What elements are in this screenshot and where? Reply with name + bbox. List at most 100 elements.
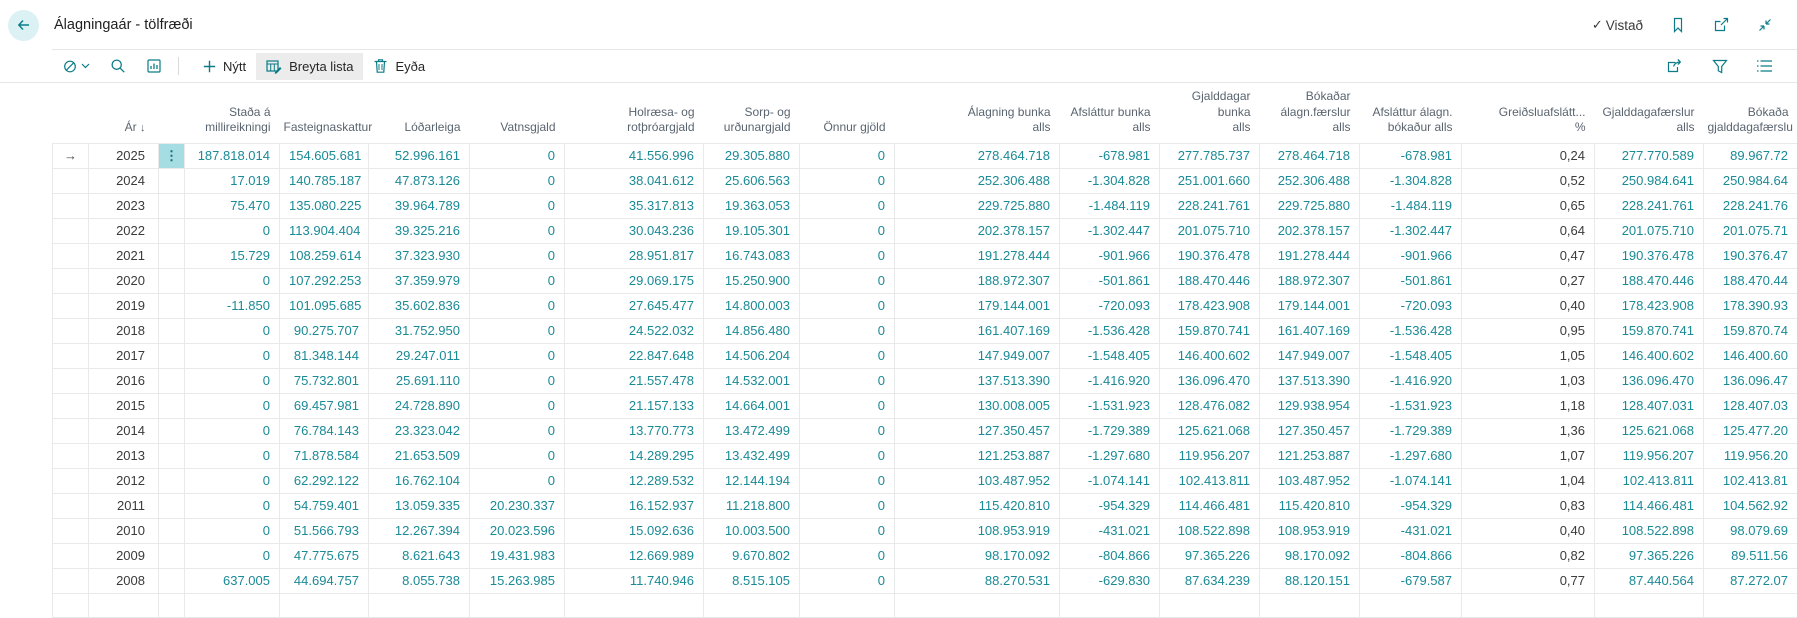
- table-cell[interactable]: 12.669.989: [565, 543, 704, 568]
- column-header-year[interactable]: Ár ↓: [89, 83, 159, 143]
- table-cell[interactable]: 37.359.979: [369, 268, 470, 293]
- column-header[interactable]: Bókaðar álagn.færslur alls: [1260, 83, 1360, 143]
- table-cell[interactable]: 52.996.161: [369, 143, 470, 168]
- table-cell[interactable]: 97.365.226: [1160, 543, 1260, 568]
- year-cell[interactable]: 2015: [89, 393, 159, 418]
- table-cell[interactable]: 136.096.470: [1595, 368, 1704, 393]
- table-cell[interactable]: 0: [470, 393, 565, 418]
- table-cell[interactable]: 98.170.092: [895, 543, 1060, 568]
- table-cell[interactable]: 201.075.71: [1704, 218, 1797, 243]
- table-cell[interactable]: 0: [800, 218, 895, 243]
- table-cell[interactable]: 201.075.710: [1595, 218, 1704, 243]
- table-cell[interactable]: 13.059.335: [369, 493, 470, 518]
- table-cell[interactable]: 114.466.481: [1160, 493, 1260, 518]
- table-cell[interactable]: 87.634.239: [1160, 568, 1260, 593]
- table-cell[interactable]: 187.818.014: [185, 143, 280, 168]
- year-cell[interactable]: 2023: [89, 193, 159, 218]
- table-cell[interactable]: -431.021: [1360, 518, 1462, 543]
- table-cell[interactable]: 0: [185, 418, 280, 443]
- table-cell[interactable]: 24.728.890: [369, 393, 470, 418]
- table-cell[interactable]: 159.870.74: [1704, 318, 1797, 343]
- table-cell[interactable]: 277.785.737: [1160, 143, 1260, 168]
- year-cell[interactable]: 2021: [89, 243, 159, 268]
- filter-icon[interactable]: [1712, 59, 1728, 74]
- table-cell[interactable]: -1.531.923: [1060, 393, 1160, 418]
- table-cell[interactable]: 38.041.612: [565, 168, 704, 193]
- table-cell[interactable]: 0: [800, 568, 895, 593]
- table-cell[interactable]: 0: [470, 418, 565, 443]
- table-cell[interactable]: 0: [185, 518, 280, 543]
- table-cell[interactable]: 19.431.983: [470, 543, 565, 568]
- table-cell[interactable]: -431.021: [1060, 518, 1160, 543]
- table-cell[interactable]: 0: [470, 168, 565, 193]
- table-cell[interactable]: 13.472.499: [704, 418, 800, 443]
- table-cell[interactable]: 0: [185, 318, 280, 343]
- table-cell[interactable]: -720.093: [1060, 293, 1160, 318]
- table-cell[interactable]: 107.292.253: [280, 268, 369, 293]
- bookmark-icon[interactable]: [1670, 17, 1686, 33]
- table-cell[interactable]: 102.413.81: [1704, 468, 1797, 493]
- table-cell[interactable]: 89.967.72: [1704, 143, 1797, 168]
- table-cell[interactable]: 20.023.596: [470, 518, 565, 543]
- table-cell[interactable]: 178.390.93: [1704, 293, 1797, 318]
- table-cell[interactable]: 76.784.143: [280, 418, 369, 443]
- table-cell[interactable]: -1.729.389: [1060, 418, 1160, 443]
- table-cell[interactable]: 14.506.204: [704, 343, 800, 368]
- table-cell[interactable]: 159.870.741: [1160, 318, 1260, 343]
- table-cell[interactable]: 115.420.810: [895, 493, 1060, 518]
- table-cell[interactable]: 137.513.390: [895, 368, 1060, 393]
- new-button[interactable]: Nýtt: [193, 53, 256, 80]
- table-cell[interactable]: 28.951.817: [565, 243, 704, 268]
- table-cell[interactable]: 0: [185, 218, 280, 243]
- table-cell[interactable]: 15.250.900: [704, 268, 800, 293]
- table-cell[interactable]: 44.694.757: [280, 568, 369, 593]
- table-cell[interactable]: 127.350.457: [895, 418, 1060, 443]
- table-cell[interactable]: 29.305.880: [704, 143, 800, 168]
- table-cell[interactable]: 127.350.457: [1260, 418, 1360, 443]
- year-cell[interactable]: 2013: [89, 443, 159, 468]
- table-cell[interactable]: -1.536.428: [1060, 318, 1160, 343]
- table-cell[interactable]: 12.289.532: [565, 468, 704, 493]
- table-cell[interactable]: 15.263.985: [470, 568, 565, 593]
- table-cell[interactable]: 71.878.584: [280, 443, 369, 468]
- collapse-icon[interactable]: [1757, 17, 1773, 33]
- table-cell[interactable]: -720.093: [1360, 293, 1462, 318]
- table-cell[interactable]: 101.095.685: [280, 293, 369, 318]
- table-cell[interactable]: 108.953.919: [1260, 518, 1360, 543]
- table-cell[interactable]: 251.001.660: [1160, 168, 1260, 193]
- table-cell[interactable]: 15.092.636: [565, 518, 704, 543]
- table-cell[interactable]: 35.317.813: [565, 193, 704, 218]
- table-cell[interactable]: 98.079.69: [1704, 518, 1797, 543]
- table-cell[interactable]: 278.464.718: [1260, 143, 1360, 168]
- table-cell[interactable]: 14.800.003: [704, 293, 800, 318]
- table-cell[interactable]: 228.241.76: [1704, 193, 1797, 218]
- table-cell[interactable]: 278.464.718: [895, 143, 1060, 168]
- year-cell[interactable]: 2009: [89, 543, 159, 568]
- share-icon[interactable]: [1666, 58, 1684, 74]
- table-cell[interactable]: 190.376.47: [1704, 243, 1797, 268]
- column-header[interactable]: Lóðarleiga: [369, 83, 470, 143]
- column-header[interactable]: Afsláttur bunka alls: [1060, 83, 1160, 143]
- table-cell[interactable]: 0: [470, 343, 565, 368]
- table-cell[interactable]: 202.378.157: [895, 218, 1060, 243]
- table-cell[interactable]: 121.253.887: [1260, 443, 1360, 468]
- table-cell[interactable]: 159.870.741: [1595, 318, 1704, 343]
- table-cell[interactable]: 201.075.710: [1160, 218, 1260, 243]
- table-cell[interactable]: 228.241.761: [1160, 193, 1260, 218]
- table-cell[interactable]: 191.278.444: [895, 243, 1060, 268]
- table-cell[interactable]: -11.850: [185, 293, 280, 318]
- table-cell[interactable]: 250.984.641: [1595, 168, 1704, 193]
- table-cell[interactable]: 140.785.187: [280, 168, 369, 193]
- table-cell[interactable]: -1.297.680: [1060, 443, 1160, 468]
- table-cell[interactable]: -1.416.920: [1060, 368, 1160, 393]
- table-cell[interactable]: 41.556.996: [565, 143, 704, 168]
- column-header[interactable]: Sorp- og urðunargjald: [704, 83, 800, 143]
- table-cell[interactable]: 147.949.007: [895, 343, 1060, 368]
- table-cell[interactable]: 108.522.898: [1595, 518, 1704, 543]
- table-cell[interactable]: 69.457.981: [280, 393, 369, 418]
- analyze-icon[interactable]: [144, 56, 164, 76]
- table-cell[interactable]: 9.670.802: [704, 543, 800, 568]
- related-menu-icon[interactable]: [60, 56, 92, 77]
- table-cell[interactable]: 190.376.478: [1595, 243, 1704, 268]
- year-cell[interactable]: 2017: [89, 343, 159, 368]
